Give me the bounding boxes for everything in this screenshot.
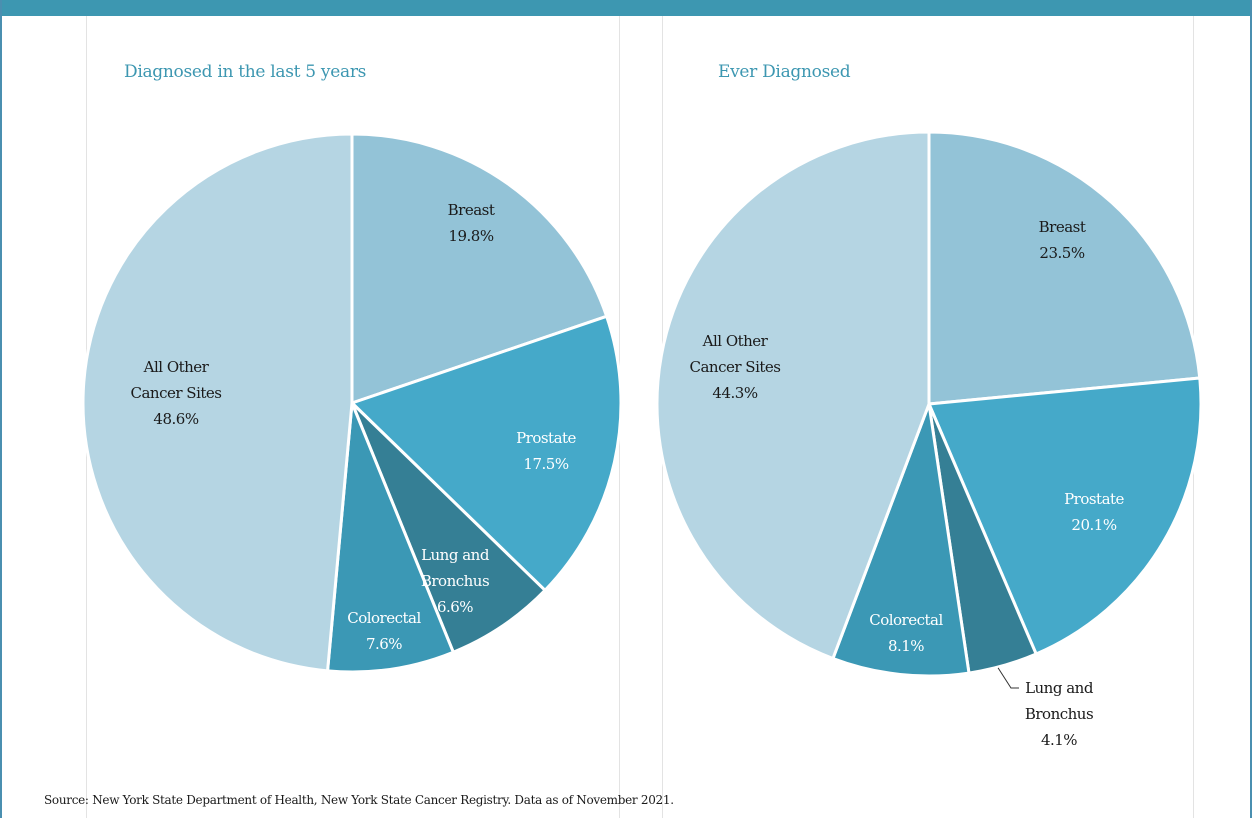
slice-value-breast: 23.5% xyxy=(1039,244,1084,262)
source-note: Source: New York State Department of Hea… xyxy=(44,793,674,807)
slice-name-all-other-cancer-sites: Cancer Sites xyxy=(690,358,781,376)
slice-label-breast: Breast 23.5% xyxy=(1039,218,1086,262)
pie-slice-prostate xyxy=(350,314,623,592)
slice-name-all-other-cancer-sites: Cancer Sites xyxy=(131,384,222,402)
slice-value-all-other-cancer-sites: 44.3% xyxy=(712,384,757,402)
left-border xyxy=(0,0,2,818)
slice-value-prostate: 17.5% xyxy=(523,455,568,473)
pie-slice-breast xyxy=(927,130,1202,406)
pie-last-5-years: Breast 19.8% Prostate 17.5% Lung and Bronchus… xyxy=(81,132,623,674)
pie-slice-prostate xyxy=(927,376,1203,656)
slice-label-lung-and-bronchus: Lung and Bronchus 6.6% xyxy=(421,546,490,616)
slice-name-lung-and-bronchus: Bronchus xyxy=(1025,705,1093,723)
slice-label-prostate: Prostate 17.5% xyxy=(516,429,576,473)
slice-value-lung-and-bronchus: 6.6% xyxy=(437,598,473,616)
slice-name-breast: Breast xyxy=(448,201,495,219)
pie-ever-diagnosed: Breast 23.5% Prostate 20.1% Lung and Bronchus… xyxy=(655,130,1203,749)
slice-value-colorectal: 7.6% xyxy=(366,635,402,653)
pie-slice-colorectal xyxy=(831,402,971,678)
slice-label-lung-and-bronchus: Lung and Bronchus 4.1% xyxy=(1025,679,1094,749)
pie-slice-breast xyxy=(350,132,609,405)
slice-name-all-other-cancer-sites: All Other xyxy=(702,332,769,350)
slice-label-colorectal: Colorectal 8.1% xyxy=(869,611,943,655)
pie-slice-lung-and-bronchus xyxy=(350,401,547,654)
slice-name-colorectal: Colorectal xyxy=(347,609,421,627)
slice-name-prostate: Prostate xyxy=(516,429,576,447)
slice-name-lung-and-bronchus: Lung and xyxy=(1025,679,1094,697)
slice-name-lung-and-bronchus: Bronchus xyxy=(421,572,489,590)
pie-slice-all-other-cancer-sites xyxy=(81,132,354,673)
leader-line-lung-and-bronchus xyxy=(997,667,1019,689)
slice-name-prostate: Prostate xyxy=(1064,490,1124,508)
pie-slice-colorectal xyxy=(326,401,455,674)
right-border xyxy=(1250,0,1252,818)
slice-name-lung-and-bronchus: Lung and xyxy=(421,546,490,564)
slice-value-lung-and-bronchus: 4.1% xyxy=(1041,731,1077,749)
slice-label-colorectal: Colorectal 7.6% xyxy=(347,609,421,653)
slice-label-all-other-cancer-sites: All Other Cancer Sites 48.6% xyxy=(131,358,222,428)
slice-value-all-other-cancer-sites: 48.6% xyxy=(153,410,198,428)
chart-title-right: Ever Diagnosed xyxy=(718,62,851,82)
slice-label-breast: Breast 19.8% xyxy=(448,201,495,245)
slice-value-breast: 19.8% xyxy=(448,227,493,245)
slice-label-all-other-cancer-sites: All Other Cancer Sites 44.3% xyxy=(690,332,781,402)
slice-name-all-other-cancer-sites: All Other xyxy=(143,358,210,376)
slice-value-colorectal: 8.1% xyxy=(888,637,924,655)
slice-name-colorectal: Colorectal xyxy=(869,611,943,629)
slice-value-prostate: 20.1% xyxy=(1071,516,1116,534)
pie-slice-all-other-cancer-sites xyxy=(655,130,931,660)
slice-label-prostate: Prostate 20.1% xyxy=(1064,490,1124,534)
chart-title-left: Diagnosed in the last 5 years xyxy=(124,62,367,82)
header-band xyxy=(0,0,1252,16)
slice-name-breast: Breast xyxy=(1039,218,1086,236)
